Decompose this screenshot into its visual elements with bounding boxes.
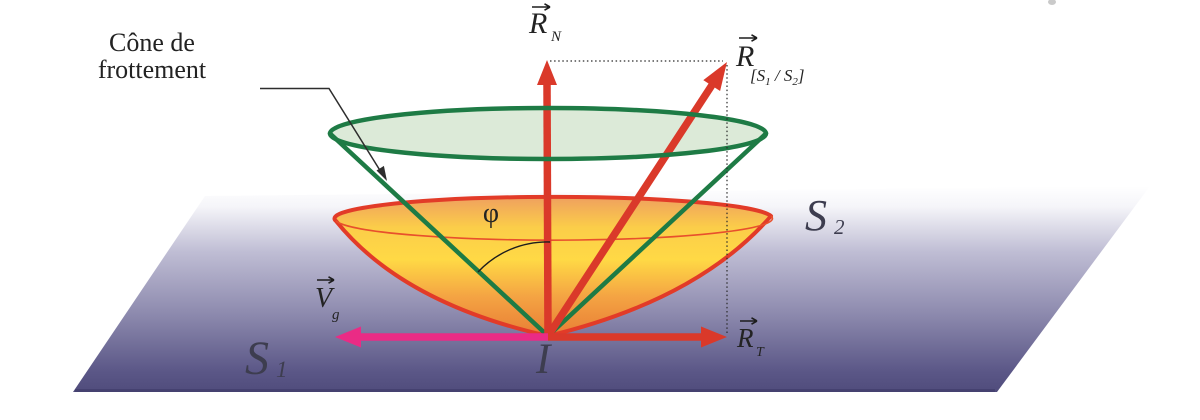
rt-main: R [736,323,754,353]
friction-cone-generator-left [327,131,551,339]
normal-reaction-arrow [537,60,557,337]
tangential-reaction-arrow [548,326,727,348]
s2-main: S [805,191,827,240]
annotation-leader-arrow [260,87,387,181]
solid2-label: S 2 [805,191,845,240]
vector-arrow-icon [739,34,758,42]
phi-angle-arc [477,241,551,273]
vg-sub: g [332,307,340,323]
construction-lines [550,60,728,333]
friction-cone-generators [327,131,769,339]
friction-cone-generator-right [545,131,769,339]
vector-arrow-icon [532,3,551,11]
cropped-text-fragment [1048,0,1056,5]
global-reaction-label: R [S1 / S2] [735,34,804,88]
annotation-line2: frottement [98,55,207,84]
global-reaction-arrow [544,62,727,339]
vector-arrow-icon [740,317,758,325]
rn-sub: N [550,29,562,45]
reaction-arrows [537,60,727,348]
rg-sub: [S1 / S2] [750,66,804,88]
friction-cone-opening-outline [327,105,769,162]
sliding-velocity-arrow [335,326,548,348]
tangential-reaction-label: R T [736,317,765,360]
rn-main: R [528,7,547,40]
solid1-label: S 1 [245,332,288,385]
phi-angle-label: φ [483,198,499,229]
friction-cone-annotation: Cône de frottement [98,28,207,84]
contact-cone-front-rim [335,215,774,241]
normal-reaction-label: R N [528,3,562,45]
rt-sub: T [756,345,765,360]
annotation-line1: Cône de [109,28,195,57]
contact-point-label: I [535,336,552,383]
s2-sub: 2 [834,215,845,239]
rg-main: R [735,40,754,73]
sliding-velocity-label: V g [315,276,340,323]
vg-main: V [315,283,335,314]
vector-arrow-icon [317,276,335,284]
s1-sub: 1 [276,357,288,382]
s1-main: S [245,332,269,385]
